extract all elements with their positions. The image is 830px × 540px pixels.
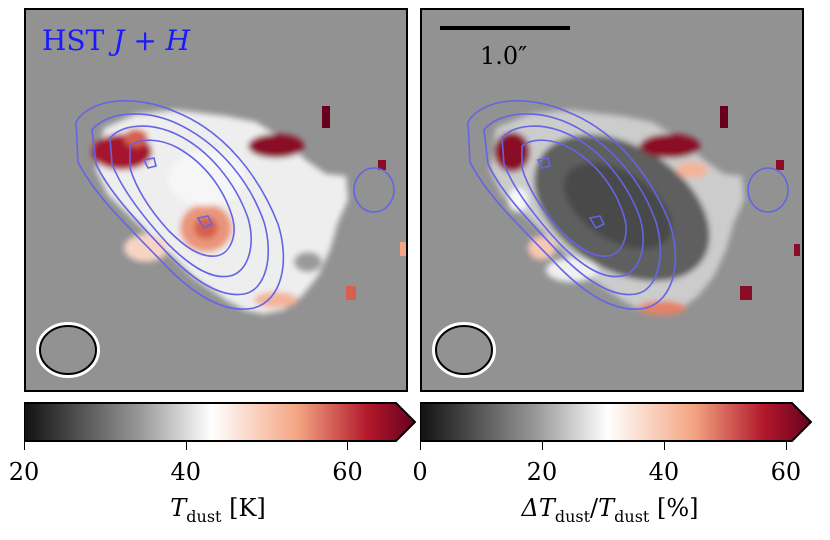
tdust-title-unit: [K] (221, 494, 266, 522)
tdust-colorbar (24, 402, 416, 442)
hst-band-label: HST J + H (42, 24, 190, 57)
tdust-title-subscript: dust (186, 506, 222, 526)
scalebar-label: 1.0″ (480, 42, 528, 70)
dtdust-map-pixels (490, 110, 744, 315)
tdust-colorbar-gradient (24, 402, 416, 442)
tdust-colorbar-title: Tdust [K] (170, 494, 266, 526)
dtdust-title-unit: [%] (649, 494, 699, 522)
dtdust-colorbar-tick (420, 442, 421, 450)
dtdust-title-subscript-2: dust (614, 506, 650, 526)
dtdust-colorbar-title: ΔTdust/Tdust [%] (522, 494, 699, 526)
dtdust-colorbar-tick (663, 442, 665, 450)
beam-ellipse (39, 325, 97, 375)
dtdust-colorbar-tick (541, 442, 543, 450)
dtdust-colorbar-tick-label: 0 (412, 458, 428, 486)
tdust-title-symbol: T (170, 494, 187, 522)
dtdust-title-delta: ΔT (521, 494, 555, 522)
beam-ellipse-outline (432, 322, 496, 378)
tdust-map-panel: HST J + H (24, 8, 408, 392)
dtdust-title-slash: / (590, 494, 599, 522)
scalebar (440, 26, 570, 30)
beam-ellipse-outline (36, 322, 100, 378)
dtdust-title-symbol: T (598, 494, 615, 522)
tdust-colorbar-tick-label: 20 (8, 458, 40, 486)
dtdust-colorbar (420, 402, 812, 442)
dtdust-contours (467, 100, 789, 310)
dtdust-map (432, 100, 800, 378)
hst-label-bands: J + H (113, 24, 191, 57)
beam-ellipse (435, 325, 493, 375)
dtdust-map-panel: 1.0″ (420, 8, 804, 392)
tdust-map (36, 100, 406, 378)
dtdust-colorbar-tick-label: 40 (648, 458, 680, 486)
tdust-colorbar-tick-label: 40 (170, 458, 202, 486)
tdust-colorbar-tick-label: 60 (332, 458, 363, 486)
dtdust-title-subscript-1: dust (554, 506, 591, 526)
tdust-contours (75, 100, 395, 310)
dtdust-colorbar-gradient (420, 402, 812, 442)
dtdust-colorbar-tick (785, 442, 787, 450)
tdust-colorbar-tick (24, 442, 25, 450)
tdust-colorbar-tick (347, 442, 349, 450)
tdust-map-pixels (92, 110, 348, 314)
dtdust-colorbar-tick-label: 20 (526, 458, 558, 486)
tdust-colorbar-tick (185, 442, 187, 450)
dtdust-colorbar-tick-label: 60 (770, 458, 802, 486)
hst-label-prefix: HST (42, 24, 114, 57)
